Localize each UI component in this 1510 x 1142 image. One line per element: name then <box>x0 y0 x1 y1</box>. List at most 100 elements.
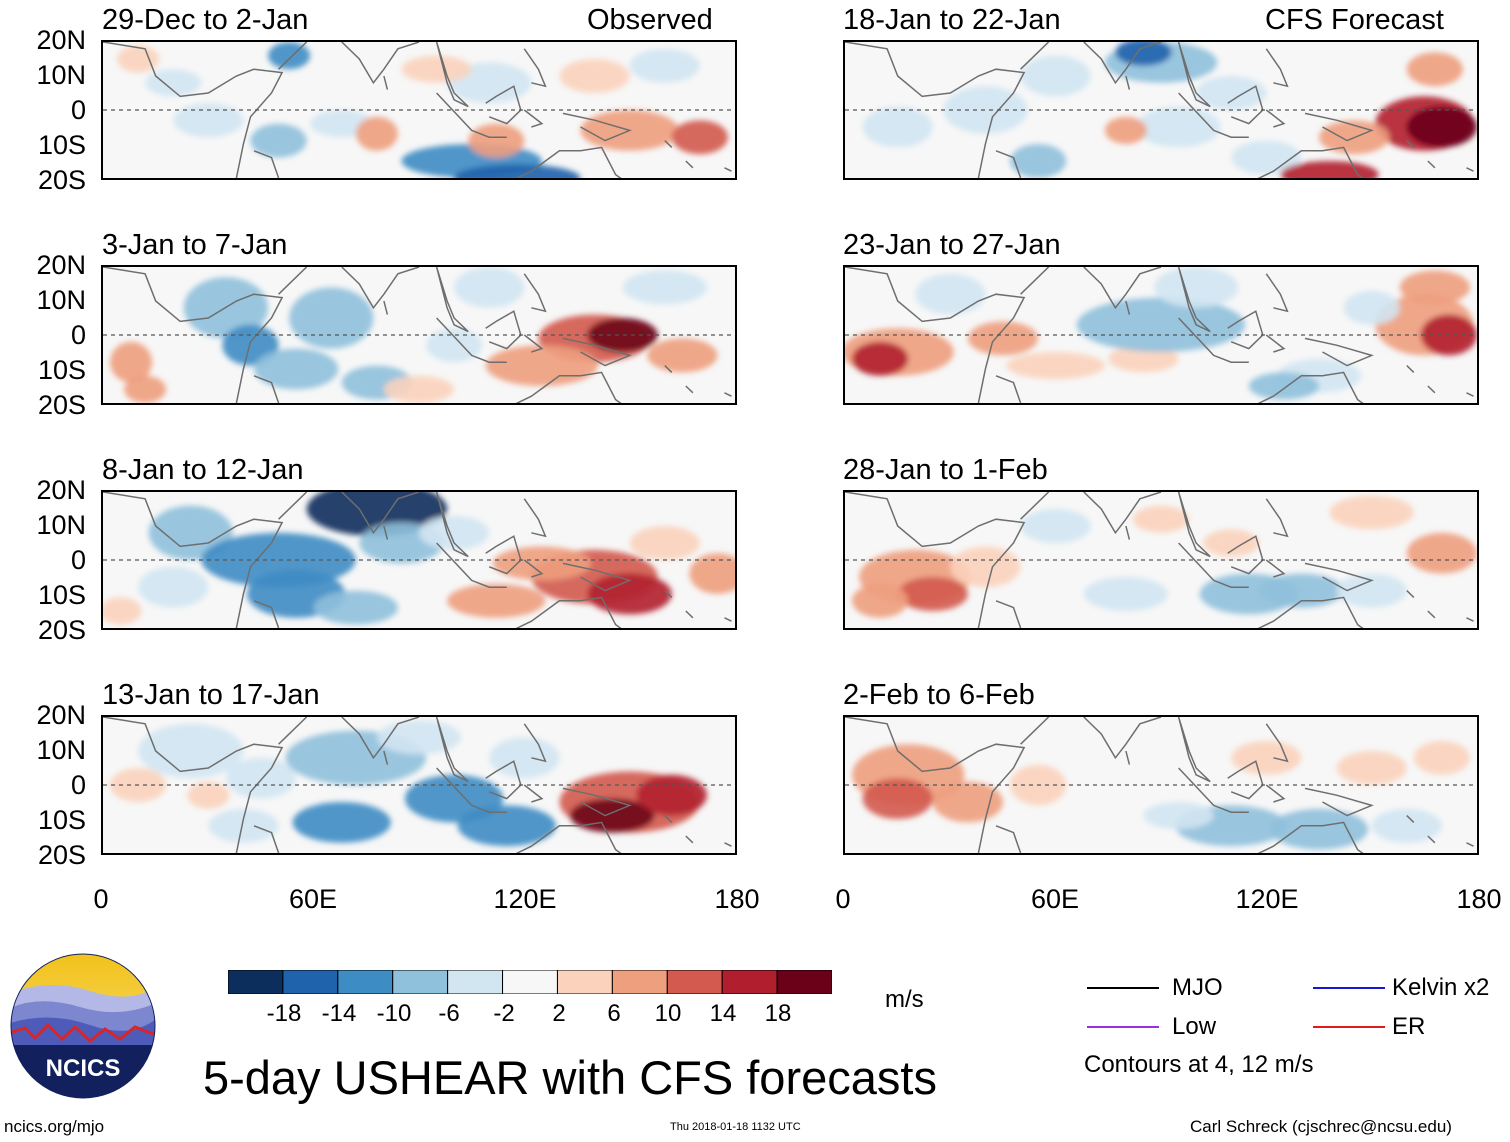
shear-blob <box>862 778 933 819</box>
coastline <box>1265 723 1289 763</box>
coastline <box>1178 542 1249 588</box>
colorbar-tick: -2 <box>493 1000 515 1027</box>
shear-blob <box>1104 116 1147 144</box>
legend-note: Contours at 4, 12 m/s <box>1084 1051 1314 1078</box>
coastline <box>1406 815 1415 823</box>
shear-blob <box>138 566 209 608</box>
shear-blob <box>647 338 718 373</box>
shear-blob <box>138 723 244 779</box>
shear-blob <box>1259 573 1344 608</box>
coastline <box>1083 42 1162 85</box>
heatmap-svg <box>845 717 1477 853</box>
coastline <box>383 525 389 540</box>
panel-title-fcst-1: 18-Jan to 22-Jan <box>843 4 1061 36</box>
coastline <box>724 167 732 172</box>
shear-blob <box>1153 267 1239 308</box>
shear-blob <box>967 321 1039 356</box>
shear-blob <box>401 55 472 83</box>
lat-label: 10S <box>37 130 86 160</box>
coastline <box>103 492 284 628</box>
forecast-label: CFS Forecast <box>1265 4 1444 36</box>
lat-label: 10N <box>36 735 86 765</box>
coastline <box>1083 717 1162 760</box>
lon-label: 60E <box>288 884 338 914</box>
lat-label: 10S <box>37 805 86 835</box>
coastline <box>664 590 673 598</box>
coastline <box>1265 559 1286 578</box>
shear-blob <box>1406 106 1477 148</box>
shear-blob <box>124 375 167 403</box>
map-panel-obs-3 <box>101 490 737 630</box>
coastline <box>1125 750 1131 765</box>
shear-blob <box>1115 42 1172 66</box>
coastline <box>1265 784 1286 803</box>
shear-blob <box>289 287 374 349</box>
shear-blob <box>629 526 700 560</box>
legend-label-kelvin: Kelvin x2 <box>1392 974 1490 1001</box>
logo-text: NCICS <box>46 1055 121 1082</box>
lon-label: 180 <box>1456 884 1502 914</box>
coastline <box>523 334 544 353</box>
colorbar-tick: -10 <box>376 1000 412 1027</box>
coastline <box>1406 140 1415 148</box>
colorbar-swatch <box>776 969 833 995</box>
heatmap-svg <box>845 267 1477 403</box>
coastline <box>278 42 308 70</box>
shear-blob <box>492 546 592 581</box>
shear-blob <box>457 805 556 847</box>
shear-blob <box>932 781 1003 823</box>
coastline <box>436 92 507 138</box>
heatmap-svg <box>845 42 1477 178</box>
lat-label: 10N <box>36 60 86 90</box>
coastline <box>253 825 280 853</box>
lat-label: 10N <box>36 510 86 540</box>
colorbar-tick: -18 <box>266 1000 302 1027</box>
lat-label: 20S <box>37 615 86 645</box>
map-panel-fcst-3 <box>843 490 1479 630</box>
shear-blob <box>1406 532 1477 574</box>
shear-blob <box>1132 505 1190 533</box>
coastline <box>1304 112 1374 142</box>
coastline <box>523 559 544 578</box>
coastline <box>253 600 280 628</box>
coastline <box>562 112 632 142</box>
coastline <box>341 492 420 535</box>
coastline <box>1265 48 1289 88</box>
coastline <box>1125 525 1131 540</box>
coastline <box>485 535 522 575</box>
shear-blob <box>1336 573 1407 608</box>
shear-blob <box>313 590 398 625</box>
coastline <box>664 140 673 148</box>
panel-title-fcst-2: 23-Jan to 27-Jan <box>843 229 1061 261</box>
shear-blob <box>1108 345 1179 373</box>
lon-label: 120E <box>493 884 557 914</box>
shear-blob <box>268 42 311 70</box>
shear-blob <box>915 273 986 315</box>
colorbar-swatch <box>227 969 284 995</box>
shear-blob <box>587 573 672 615</box>
shear-blob <box>1006 352 1105 380</box>
shear-blob <box>454 267 525 308</box>
coastline <box>995 375 1022 403</box>
lat-label: 10S <box>37 355 86 385</box>
shear-blob <box>1203 529 1260 557</box>
coastline <box>1177 267 1211 333</box>
panel-title-obs-3: 8-Jan to 12-Jan <box>102 454 304 486</box>
heatmap-svg <box>845 492 1477 628</box>
shear-blob <box>1413 740 1470 775</box>
colorbar-swatch <box>502 969 558 995</box>
coastline <box>724 842 732 847</box>
lat-label: 20N <box>36 700 86 730</box>
coastline <box>685 610 694 619</box>
footer-site: ncics.org/mjo <box>4 1117 105 1136</box>
coastline <box>485 760 522 800</box>
shear-blob <box>559 59 630 93</box>
coastline <box>485 310 522 350</box>
coastline <box>435 267 469 333</box>
coastline <box>1125 300 1131 315</box>
coastline <box>1304 787 1374 817</box>
coastline <box>1178 317 1249 363</box>
coastline <box>562 562 632 592</box>
legend-line-er <box>1313 1026 1385 1028</box>
heatmap-svg <box>103 267 735 403</box>
